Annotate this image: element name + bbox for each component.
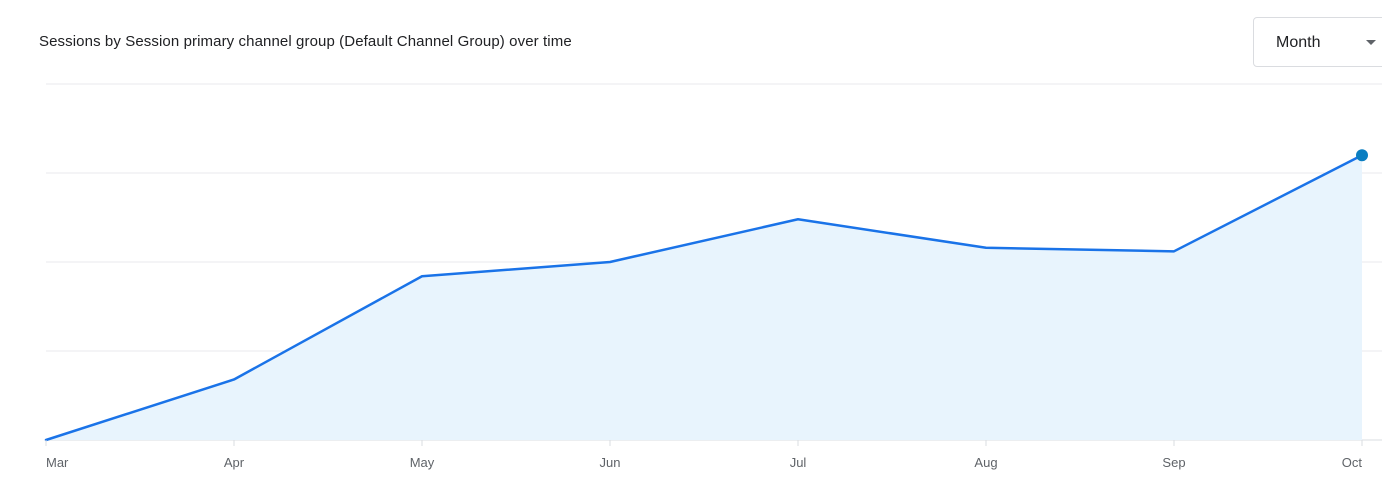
data-point[interactable] — [607, 259, 613, 265]
data-point[interactable] — [983, 245, 989, 251]
x-tick-label: Oct — [1342, 455, 1363, 470]
data-point[interactable] — [43, 437, 49, 443]
chart-title: Sessions by Session primary channel grou… — [39, 33, 572, 50]
period-dropdown-value: Month — [1276, 34, 1321, 51]
x-tick-label: Jun — [600, 455, 621, 470]
data-point[interactable] — [231, 376, 237, 382]
x-tick-label: Sep — [1162, 455, 1185, 470]
x-tick-label: Aug — [974, 455, 997, 470]
x-axis: Mar Apr May Jun Jul Aug Sep Oct — [45, 440, 1363, 470]
data-point[interactable] — [419, 273, 425, 279]
x-tick-label: Mar — [46, 455, 69, 470]
latest-point-marker[interactable] — [1356, 149, 1368, 162]
series-area-fill — [46, 155, 1362, 440]
x-tick-label: May — [410, 455, 435, 470]
data-point[interactable] — [1171, 248, 1177, 254]
series-line — [44, 153, 1364, 442]
period-dropdown[interactable]: Month — [1253, 17, 1382, 67]
x-tick-label: Apr — [224, 455, 245, 470]
x-tick-label: Jul — [790, 455, 807, 470]
dropdown-caret-icon — [1366, 40, 1376, 45]
marker-layer — [43, 149, 1368, 443]
data-point[interactable] — [795, 216, 801, 222]
area-layer — [44, 153, 1364, 442]
